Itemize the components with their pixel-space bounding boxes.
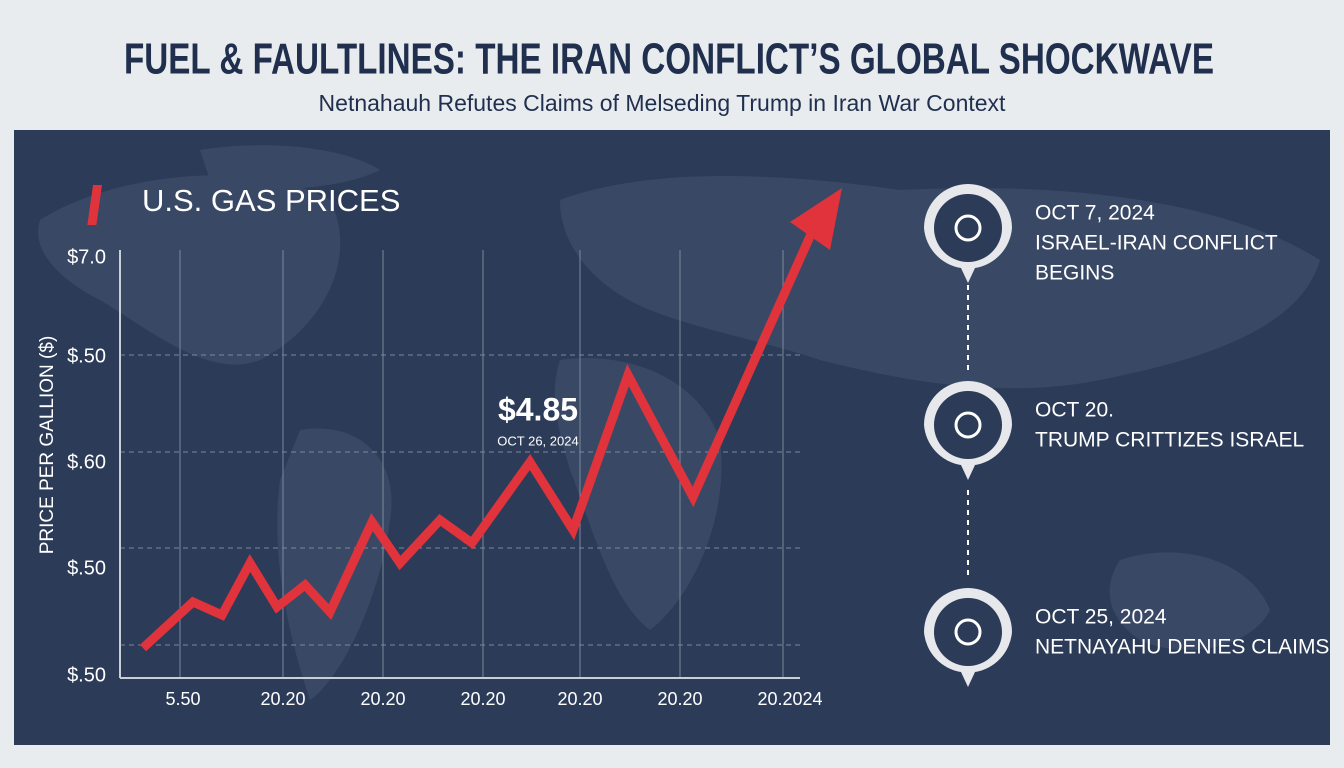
title-bar [87, 185, 102, 225]
x-tick-label: 5.50 [165, 689, 200, 709]
timeline-icon [954, 618, 982, 646]
timeline-date: OCT 20. [1035, 399, 1114, 422]
timeline-icon [954, 214, 982, 242]
timeline-text: BEGINS [1035, 262, 1114, 285]
x-tick-label: 20.20 [260, 689, 305, 709]
y-ticks: $7.0 $.50 $.60 $.50 $.50 [67, 246, 106, 686]
timeline-icon-bg [934, 194, 1002, 262]
x-tick-label: 20.20 [557, 689, 602, 709]
x-ticks: 5.50 20.20 20.20 20.20 20.20 20.20 20.2024 [165, 689, 822, 709]
y-tick-label: $.50 [67, 557, 106, 579]
x-tick-label: 20.2024 [757, 689, 822, 709]
arrow-head [790, 188, 842, 250]
timeline-icon [954, 411, 982, 439]
annotation-value: $4.85 [498, 391, 578, 427]
x-tick-label: 20.20 [360, 689, 405, 709]
y-tick-label: $.60 [67, 451, 106, 473]
y-tick-label: $7.0 [67, 246, 106, 268]
chart-title: U.S. GAS PRICES [142, 183, 400, 218]
title: FUEL & FAULTLINES: THE IRAN CONFLICT’S G… [124, 35, 1214, 84]
timeline-icon-bg [934, 598, 1002, 666]
timeline: OCT 7, 2024 ISRAEL-IRAN CONFLICT BEGINS OCT… [924, 184, 1329, 687]
timeline-icon-bg [934, 391, 1002, 459]
timeline-text: TRUMP CRITTIZES ISRAEL [1035, 429, 1304, 452]
annotation-date: OCT 26, 2024 [497, 433, 578, 448]
timeline-date: OCT 25, 2024 [1035, 606, 1167, 629]
y-tick-label: $.50 [67, 664, 106, 686]
subtitle: Netnahauh Refutes Claims of Melseding Tr… [319, 90, 1007, 116]
y-tick-label: $.50 [67, 345, 106, 367]
x-tick-label: 20.20 [657, 689, 702, 709]
price-line [139, 230, 817, 652]
x-tick-label: 20.20 [460, 689, 505, 709]
timeline-date: OCT 7, 2024 [1035, 202, 1155, 225]
timeline-text: ISRAEL-IRAN CONFLICT [1035, 232, 1278, 255]
timeline-text: NETNAYAHU DENIES CLAIMS [1035, 636, 1329, 659]
y-axis-label: PRICE PER GALLION ($) [37, 336, 58, 555]
